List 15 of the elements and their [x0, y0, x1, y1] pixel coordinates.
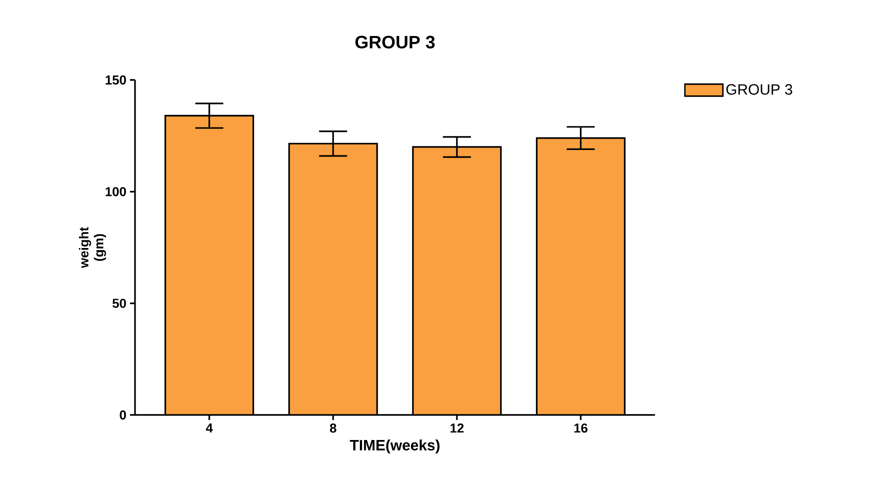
x-axis-title: TIME(weeks): [350, 440, 440, 454]
y-tick-label: 100: [106, 187, 126, 196]
x-tick-label: 4: [206, 424, 213, 432]
y-axis-title: weight (gm): [78, 227, 106, 268]
text: GROUP 3: [726, 84, 792, 95]
x-tick-label: 8: [330, 424, 336, 433]
bar: [412, 146, 501, 415]
x-tick-label: 12: [450, 424, 464, 433]
bar: [165, 116, 254, 415]
x-tick-label: 16: [574, 424, 588, 433]
bar: [289, 144, 378, 415]
chart-title: GROUP 3: [355, 36, 435, 48]
y-tick-label: 0: [120, 410, 126, 420]
y-tick-label: 50: [112, 298, 126, 308]
y-tick-label: 150: [106, 75, 126, 85]
